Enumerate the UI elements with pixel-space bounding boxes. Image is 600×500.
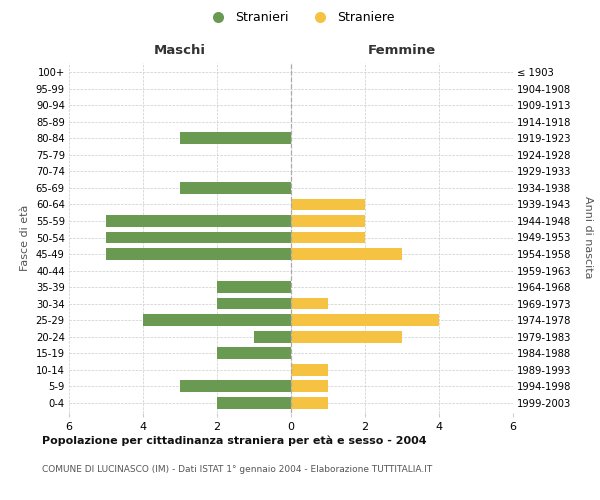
Bar bbox=[180, 380, 291, 392]
Bar bbox=[291, 364, 328, 376]
Bar bbox=[180, 132, 291, 144]
Text: Maschi: Maschi bbox=[154, 44, 206, 57]
Bar bbox=[291, 330, 402, 342]
Bar bbox=[291, 198, 365, 210]
Bar bbox=[217, 347, 291, 359]
Bar bbox=[217, 396, 291, 408]
Bar bbox=[291, 248, 402, 260]
Legend: Stranieri, Straniere: Stranieri, Straniere bbox=[200, 6, 400, 29]
Bar bbox=[106, 248, 291, 260]
Bar bbox=[291, 380, 328, 392]
Bar bbox=[291, 314, 439, 326]
Bar bbox=[217, 298, 291, 310]
Bar bbox=[143, 314, 291, 326]
Bar bbox=[291, 396, 328, 408]
Bar bbox=[291, 298, 328, 310]
Bar bbox=[254, 330, 291, 342]
Text: Popolazione per cittadinanza straniera per età e sesso - 2004: Popolazione per cittadinanza straniera p… bbox=[42, 435, 427, 446]
Y-axis label: Fasce di età: Fasce di età bbox=[20, 204, 30, 270]
Bar bbox=[291, 215, 365, 227]
Y-axis label: Anni di nascita: Anni di nascita bbox=[583, 196, 593, 278]
Bar bbox=[106, 232, 291, 243]
Text: Femmine: Femmine bbox=[368, 44, 436, 57]
Bar bbox=[217, 281, 291, 293]
Bar bbox=[291, 232, 365, 243]
Bar bbox=[180, 182, 291, 194]
Text: COMUNE DI LUCINASCO (IM) - Dati ISTAT 1° gennaio 2004 - Elaborazione TUTTITALIA.: COMUNE DI LUCINASCO (IM) - Dati ISTAT 1°… bbox=[42, 465, 432, 474]
Bar bbox=[106, 215, 291, 227]
